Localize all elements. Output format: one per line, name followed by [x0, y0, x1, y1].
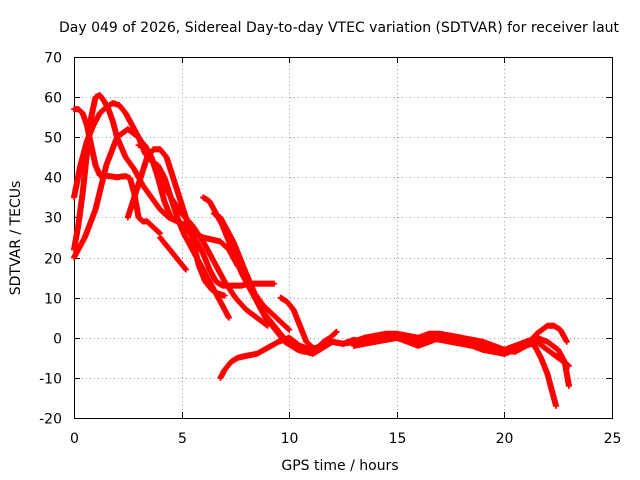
x-tick-label: 0 — [70, 431, 79, 447]
y-tick-label: 70 — [44, 51, 62, 67]
y-tick-label: 20 — [44, 252, 62, 268]
plot-frame — [74, 57, 613, 419]
x-tick-label: 25 — [604, 431, 622, 447]
y-tick-label: 50 — [44, 131, 62, 147]
grid-lines — [74, 57, 612, 418]
x-tick-label: 10 — [281, 431, 299, 447]
series-arc-5 — [124, 146, 228, 299]
y-tick-label: -20 — [39, 412, 62, 428]
data-point-marker — [286, 326, 293, 333]
x-tick-label: 5 — [178, 431, 187, 447]
data-point-marker — [285, 325, 292, 332]
tick-labels: 0 5 10 15 20 25 -20 -10 0 10 20 30 40 50 60 70 — [39, 51, 621, 448]
axis-ticks — [74, 57, 613, 419]
y-tick-label: 0 — [53, 332, 62, 348]
y-tick-label: 40 — [44, 171, 62, 187]
x-axis-label: GPS time / hours — [281, 458, 398, 474]
series-arc-6 — [135, 142, 278, 289]
y-tick-label: 60 — [44, 91, 62, 107]
y-axis-label: SDTVAR / TECUs — [8, 181, 24, 296]
x-tick-label: 20 — [496, 431, 514, 447]
y-tick-label: 30 — [44, 211, 62, 227]
data-point-marker — [225, 314, 232, 321]
chart-title: Day 049 of 2026, Sidereal Day-to-day VTE… — [59, 20, 620, 36]
y-tick-label: -10 — [39, 372, 62, 388]
data-point-marker — [156, 229, 163, 236]
series-arc-9 — [210, 210, 340, 355]
data-points — [71, 92, 572, 409]
series-arc-14 — [512, 338, 560, 409]
data-point-marker — [221, 292, 228, 299]
y-tick-label: 10 — [44, 292, 62, 308]
x-tick-label: 15 — [389, 431, 407, 447]
